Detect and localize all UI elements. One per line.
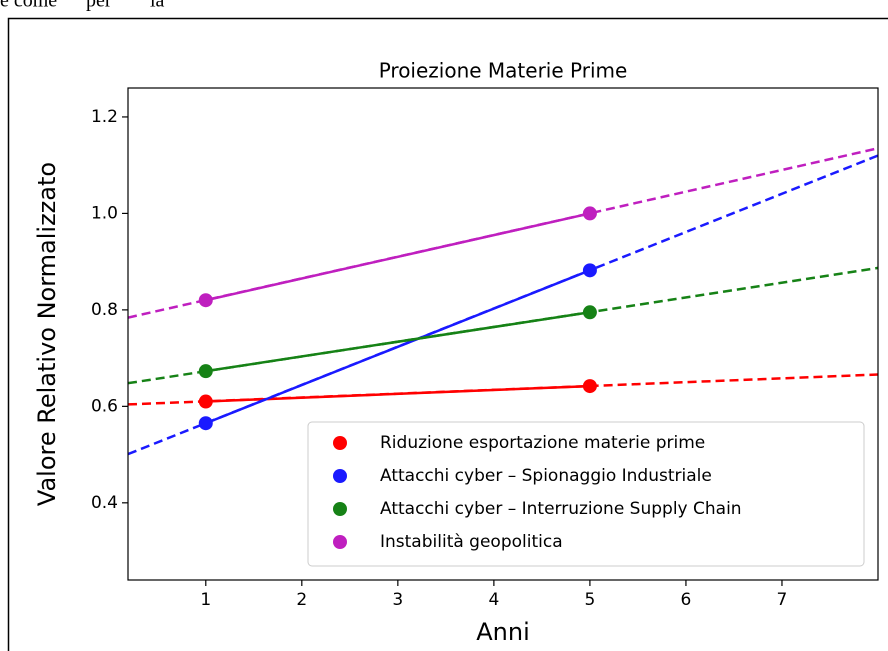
x-tick-label: 2 — [296, 590, 307, 610]
y-axis-label: Valore Relativo Normalizzato — [33, 162, 61, 506]
point — [582, 305, 597, 320]
point — [582, 379, 597, 394]
x-tick-label: 7 — [777, 590, 788, 610]
legend-marker — [333, 436, 347, 450]
x-tick-label: 4 — [488, 590, 499, 610]
legend-marker — [333, 502, 347, 516]
x-tick-label: 6 — [681, 590, 692, 610]
legend-label: Attacchi cyber – Interruzione Supply Cha… — [380, 499, 742, 519]
x-tick-label: 3 — [392, 590, 403, 610]
series-line — [205, 212, 591, 302]
legend-label: Riduzione esportazione materie prime — [380, 433, 705, 453]
header-fragment: per — [86, 0, 112, 12]
x-tick-label: 5 — [584, 590, 595, 610]
point — [582, 206, 597, 221]
legend-marker — [333, 535, 347, 549]
frame — [7, 17, 888, 651]
axes-frame — [127, 87, 879, 581]
x-tick-label: 1 — [200, 590, 211, 610]
y-tick-label: 1.0 — [91, 203, 118, 223]
y-tick-label: 0.4 — [91, 493, 118, 513]
legend-marker — [333, 469, 347, 483]
series-line — [205, 311, 591, 373]
y-tick-label: 1.2 — [91, 107, 118, 127]
header-fragment: e come — [0, 0, 57, 12]
point — [198, 364, 213, 379]
y-tick-label: 0.8 — [91, 300, 118, 320]
series-line — [205, 269, 591, 425]
legend-label: Instabilità geopolitica — [380, 532, 563, 552]
legend-box — [307, 421, 865, 567]
legend-label: Attacchi cyber – Spionaggio Industriale — [380, 466, 712, 486]
y-tick-label: 0.6 — [91, 396, 118, 416]
point — [198, 293, 213, 308]
x-axis-label: Anni — [476, 618, 530, 646]
header-fragment: la — [150, 0, 165, 12]
point — [582, 263, 597, 278]
point — [198, 394, 213, 409]
point — [198, 416, 213, 431]
chart-title: Proiezione Materie Prime — [379, 59, 628, 83]
